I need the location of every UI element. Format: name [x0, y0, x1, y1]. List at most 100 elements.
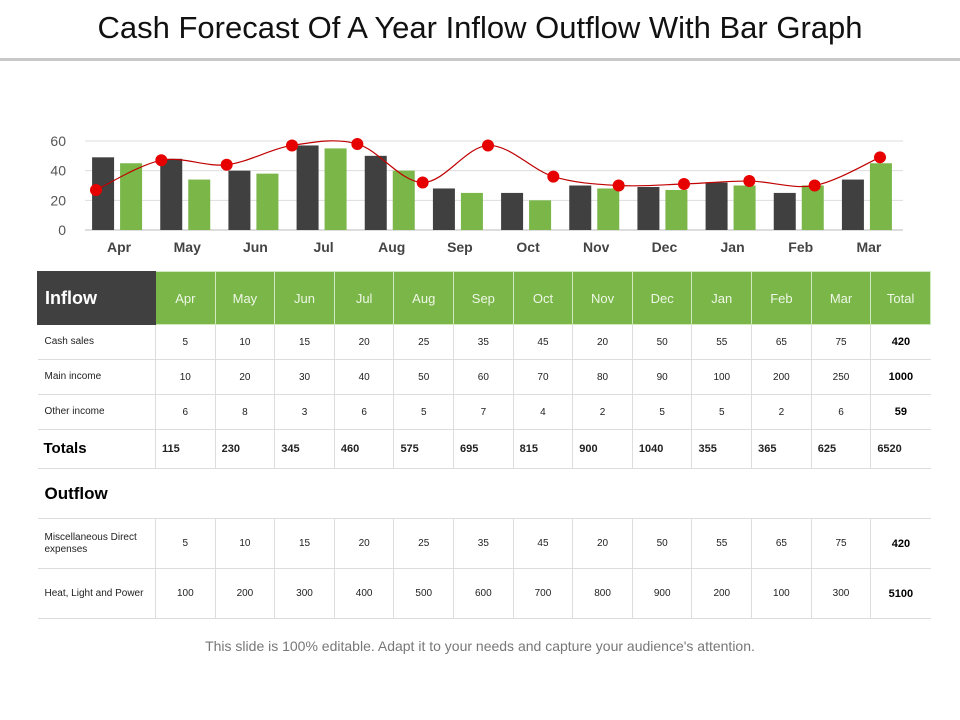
bar-inflow: [92, 157, 115, 230]
bar-outflow: [256, 173, 279, 230]
cell: 15: [274, 518, 335, 569]
cell: 6: [155, 394, 216, 430]
row-label: Heat, Light and Power: [37, 568, 156, 619]
bar-outflow: [324, 148, 347, 230]
bar-inflow: [432, 188, 455, 230]
line-marker: [547, 170, 560, 183]
x-tick-label: Oct: [516, 239, 540, 255]
bar-inflow: [228, 170, 251, 230]
outflow-heading: Outflow: [37, 468, 931, 519]
x-tick-label: Aug: [378, 239, 405, 255]
total-cell: 345: [274, 429, 335, 469]
cell: 100: [155, 568, 216, 619]
cell: 20: [572, 518, 633, 569]
inflow-heading: Inflow: [37, 271, 156, 325]
total-cell: 365: [751, 429, 812, 469]
total-cell: 625: [810, 429, 872, 469]
cell: 4: [512, 394, 574, 430]
total-cell: 115: [155, 429, 216, 469]
cell: 10: [214, 518, 276, 569]
month-header: Sep: [453, 271, 514, 325]
grand-total: 6520: [870, 429, 931, 469]
cell: 45: [512, 324, 574, 360]
total-cell: 460: [333, 429, 395, 469]
cell: 3: [274, 394, 335, 430]
y-tick-label: 60: [50, 133, 66, 149]
row-total: 1000: [870, 359, 931, 395]
cell: 80: [572, 359, 633, 395]
x-tick-label: Jul: [313, 239, 333, 255]
bar-outflow: [597, 188, 620, 230]
cell: 6: [810, 394, 872, 430]
bar-outflow: [120, 163, 143, 230]
cell: 60: [453, 359, 514, 395]
cell: 5: [631, 394, 693, 430]
line-marker: [220, 158, 233, 171]
x-tick-label: Feb: [788, 239, 813, 255]
line-marker: [808, 179, 821, 192]
month-header: May: [214, 271, 276, 325]
cell: 200: [751, 359, 812, 395]
line-marker: [612, 179, 625, 192]
row-total: 420: [870, 518, 931, 569]
cash-forecast-table: Inflow Apr May Jun Jul Aug Sep Oct Nov Dec Jan Feb M…: [37, 271, 931, 619]
cell: 50: [393, 359, 455, 395]
cell: 250: [810, 359, 872, 395]
cell: 5: [155, 518, 216, 569]
cell: 20: [333, 324, 395, 360]
cell: 200: [214, 568, 276, 619]
cell: 25: [393, 324, 455, 360]
x-tick-label: Jun: [243, 239, 268, 255]
header-row: Inflow Apr May Jun Jul Aug Sep Oct Nov Dec Jan Feb M…: [37, 271, 931, 325]
y-tick-label: 0: [58, 222, 66, 238]
cell: 20: [333, 518, 395, 569]
line-marker: [416, 176, 429, 189]
line-marker: [90, 183, 102, 196]
cell: 75: [810, 518, 872, 569]
totals-label: Totals: [37, 429, 156, 469]
cell: 40: [333, 359, 395, 395]
title-divider: [0, 58, 960, 61]
cell: 5: [155, 324, 216, 360]
month-header: Mar: [810, 271, 872, 325]
month-header: Dec: [631, 271, 693, 325]
x-tick-label: Mar: [856, 239, 881, 255]
bar-inflow: [501, 192, 524, 230]
cell: 5: [691, 394, 753, 430]
line-marker: [482, 139, 494, 152]
bar-outflow: [869, 163, 892, 230]
page-title: Cash Forecast Of A Year Inflow Outflow W…: [97, 10, 863, 45]
bar-outflow: [460, 192, 483, 230]
total-header: Total: [870, 271, 931, 325]
table-row: Miscellaneous Direct expenses 5 10 15 20 25 35…: [37, 518, 931, 569]
cell: 20: [572, 324, 633, 360]
x-tick-label: Jan: [721, 239, 745, 255]
row-label: Miscellaneous Direct expenses: [37, 518, 156, 569]
cell: 75: [810, 324, 872, 360]
y-tick-label: 40: [50, 163, 66, 179]
bar-outflow: [188, 179, 211, 230]
cell: 300: [810, 568, 872, 619]
cell: 20: [214, 359, 276, 395]
row-total: 59: [870, 394, 931, 430]
cell: 700: [512, 568, 574, 619]
line-marker: [874, 151, 886, 164]
month-header: Aug: [393, 271, 455, 325]
bar-outflow: [733, 185, 756, 230]
month-header: Jul: [333, 271, 395, 325]
month-header: Apr: [155, 271, 216, 325]
total-cell: 230: [214, 429, 276, 469]
bar-inflow: [773, 192, 796, 230]
total-cell: 900: [572, 429, 633, 469]
cell: 100: [751, 568, 812, 619]
cell: 55: [691, 324, 753, 360]
table-row: Cash sales 5 10 15 20 25 35 45 20 50 55 65 75 420: [37, 324, 931, 360]
cell: 100: [691, 359, 753, 395]
cell: 6: [333, 394, 395, 430]
x-tick-label: Nov: [583, 239, 610, 255]
footer-note: This slide is 100% editable. Adapt it to…: [205, 638, 755, 654]
month-header: Oct: [512, 271, 574, 325]
cell: 25: [393, 518, 455, 569]
cell: 50: [631, 518, 693, 569]
line-marker: [286, 139, 298, 152]
